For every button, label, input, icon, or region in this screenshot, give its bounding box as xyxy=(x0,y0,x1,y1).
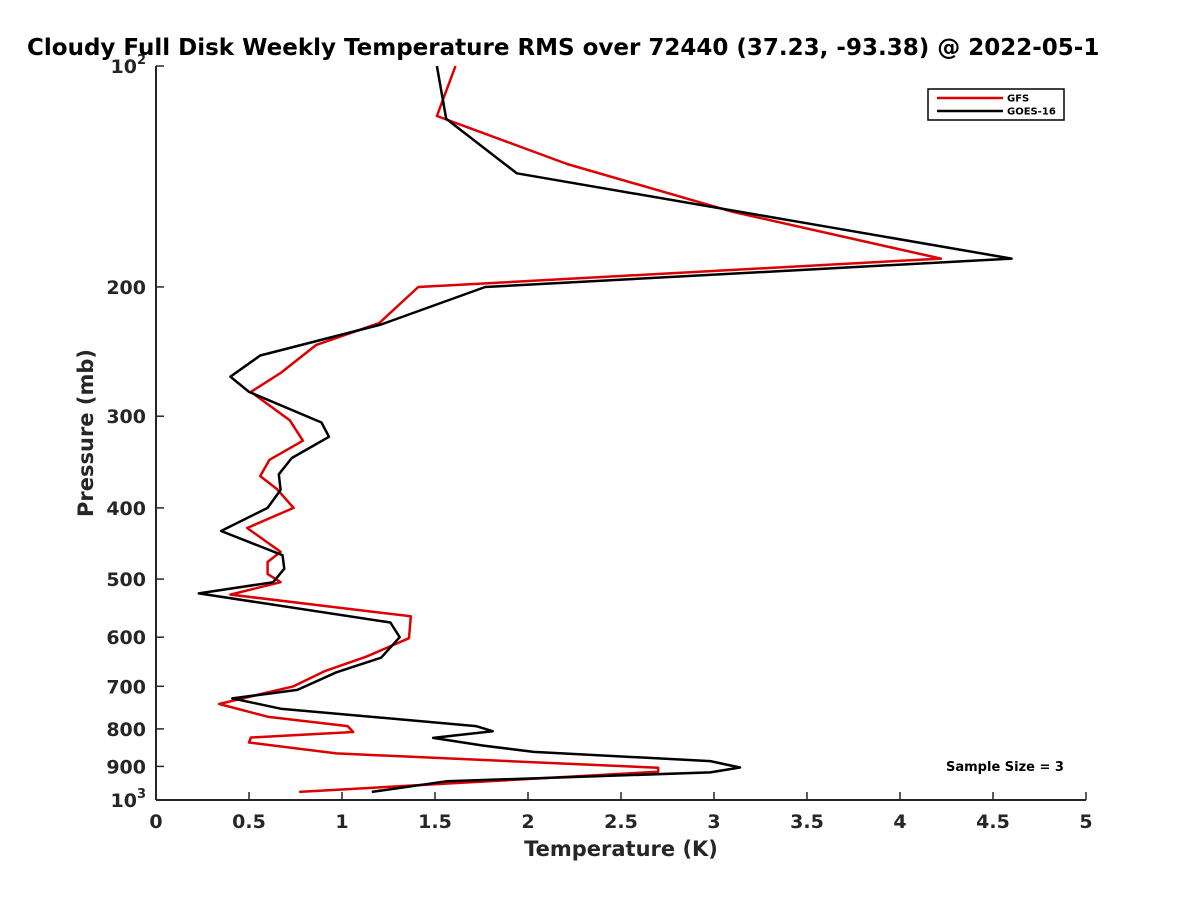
x-tick-label: 4.5 xyxy=(976,811,1010,833)
x-tick-label: 1 xyxy=(335,811,348,833)
x-ticks: 0 0.5 1 1.5 2 2.5 3 3.5 4 4.5 5 xyxy=(149,792,1093,833)
x-tick-label: 0 xyxy=(149,811,162,833)
y-tick-label: 400 xyxy=(106,498,146,520)
legend-label-goes16: GOES-16 xyxy=(1007,107,1056,118)
x-tick-label: 0.5 xyxy=(232,811,266,833)
y-tick-label: 200 xyxy=(106,277,146,299)
x-tick-label: 3 xyxy=(707,811,720,833)
y-tick-label: 600 xyxy=(106,627,146,649)
y-tick-label: 800 xyxy=(106,719,146,741)
legend-box xyxy=(927,88,1065,121)
chart-title: Cloudy Full Disk Weekly Temperature RMS … xyxy=(27,35,1099,61)
x-tick-label: 2.5 xyxy=(604,811,638,833)
y-tick-label: 103 xyxy=(111,787,147,812)
y-tick-label: 300 xyxy=(106,406,146,428)
y-tick-label: 500 xyxy=(106,569,146,591)
legend-label-gfs: GFS xyxy=(1007,94,1029,105)
y-tick-label: 102 xyxy=(111,53,147,78)
x-tick-label: 2 xyxy=(521,811,534,833)
y-axis-label: Pressure (mb) xyxy=(74,349,98,517)
x-tick-label: 3.5 xyxy=(790,811,824,833)
y-ticks: 102 200 300 400 500 600 700 800 900 103 xyxy=(106,53,164,812)
series-line-gfs xyxy=(217,65,943,794)
x-tick-label: 1.5 xyxy=(418,811,452,833)
series-layer xyxy=(197,65,1013,794)
series-line-goes16 xyxy=(197,65,1013,794)
y-tick-label: 900 xyxy=(106,756,146,778)
legend: GFS GOES-16 xyxy=(927,88,1065,121)
x-axis-label: Temperature (K) xyxy=(524,837,718,861)
x-tick-label: 5 xyxy=(1079,811,1092,833)
sample-size-annotation: Sample Size = 3 xyxy=(946,760,1064,775)
y-tick-label: 700 xyxy=(106,676,146,698)
x-tick-label: 4 xyxy=(893,811,906,833)
